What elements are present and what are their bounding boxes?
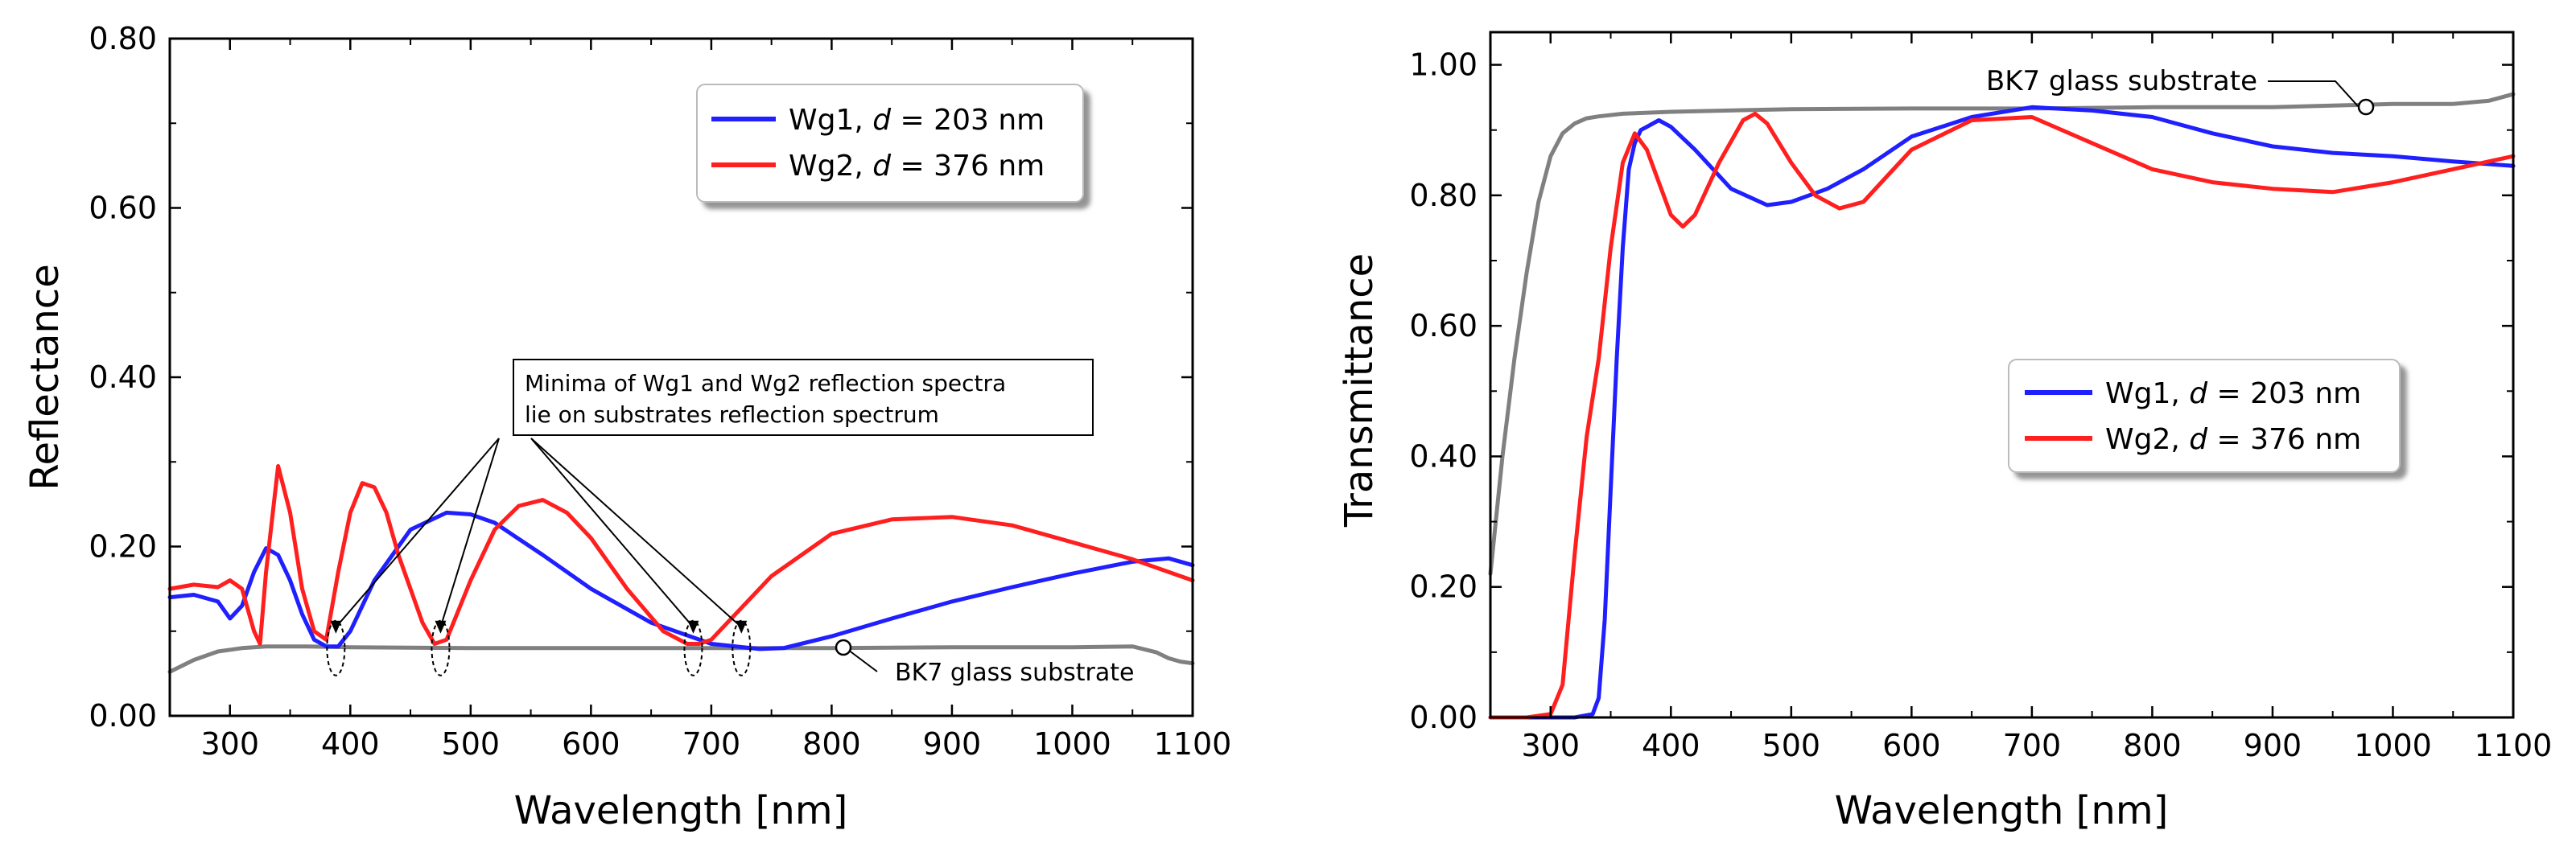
trans-y-tick-label: 0.40	[1409, 438, 1478, 474]
transmittance-chart: BK7 glass substrate Wg1, d = 203 nm Wg2,…	[1337, 31, 2552, 833]
trans-x-tick-label: 700	[2003, 728, 2062, 763]
annotation-line-2: lie on substrates reflection spectrum	[525, 401, 939, 428]
trans-x-tick-label: 1100	[2475, 728, 2553, 763]
trans-y-tick-label: 0.00	[1409, 700, 1478, 735]
annotation-arrow	[530, 438, 694, 628]
refl-x-tick-label: 700	[682, 726, 741, 762]
transmittance-axes: 300 400 500 600 700 800 900 1000 1100 0.00 0.20 0.4…	[1409, 32, 2552, 763]
minima-marker	[732, 619, 752, 676]
reflectance-chart: Minima of Wg1 and Wg2 reflection spectra…	[23, 21, 1231, 833]
annotation-arrow	[335, 438, 500, 628]
legend-label-wg1-right: Wg1, d = 203 nm	[2105, 377, 2361, 410]
trans-x-tick-label: 900	[2244, 728, 2302, 763]
trans-series-substrate	[1488, 92, 2516, 576]
refl-x-tick-label: 600	[562, 726, 620, 762]
annotation-arrowhead	[435, 620, 447, 634]
substrate-label-left: BK7 glass substrate	[895, 659, 1134, 687]
y-axis-title-transmittance: Transmittance	[1337, 253, 1382, 528]
legend-entries-left: Wg1, d = 203 nm Wg2, d = 376 nm	[711, 104, 1045, 183]
refl-x-tick-label: 1000	[1033, 726, 1111, 762]
refl-x-tick-label: 800	[802, 726, 861, 762]
legend-entries-right: Wg1, d = 203 nm Wg2, d = 376 nm	[2025, 377, 2361, 456]
minima-annotation: Minima of Wg1 and Wg2 reflection spectra…	[326, 359, 1094, 676]
trans-x-tick-label: 1000	[2354, 728, 2432, 763]
refl-x-tick-label: 1100	[1154, 726, 1232, 762]
annotation-arrowhead	[330, 620, 342, 634]
trans-x-tick-label: 300	[1521, 728, 1580, 763]
annotation-arrow	[530, 438, 742, 628]
minima-marker	[683, 619, 703, 676]
trans-x-tick-label: 500	[1762, 728, 1821, 763]
legend-label-wg2: Wg2, d = 376 nm	[789, 150, 1045, 183]
refl-series-wg2	[167, 464, 1195, 646]
reflectance-series-group	[167, 464, 1195, 674]
reflectance-axes: 300 400 500 600 700 800 900 1000 1100 0.00 0.20 0.4…	[89, 21, 1231, 762]
substrate-callout-right: BK7 glass substrate	[1986, 65, 2375, 116]
trans-y-tick-label: 1.00	[1409, 47, 1478, 83]
annotation-box	[513, 359, 1094, 436]
refl-x-tick-label: 400	[321, 726, 380, 762]
legend-box	[696, 84, 1084, 203]
refl-x-tick-label: 900	[923, 726, 982, 762]
annotation-line-1: Minima of Wg1 and Wg2 reflection spectra	[525, 370, 1006, 397]
refl-y-tick-label: 0.20	[89, 529, 157, 565]
minima-marker	[431, 619, 451, 676]
annotation-arrowhead	[687, 620, 699, 634]
legend-right	[2008, 359, 2401, 473]
refl-series-wg1	[167, 510, 1195, 651]
trans-series-wg2	[1488, 111, 2516, 720]
refl-x-tick-label: 500	[442, 726, 501, 762]
annotation-arrow	[439, 438, 500, 628]
legend-box-right	[2008, 359, 2401, 473]
refl-x-tick-label: 300	[200, 726, 259, 762]
trans-x-tick-label: 800	[2123, 728, 2182, 763]
trans-series-wg1	[1488, 105, 2516, 720]
y-axis-title-reflectance: Reflectance	[23, 264, 68, 490]
legend-label-wg1: Wg1, d = 203 nm	[789, 104, 1045, 137]
trans-y-tick-label: 0.80	[1409, 178, 1478, 213]
substrate-marker-circle-right	[2357, 98, 2375, 116]
substrate-marker-circle	[835, 639, 852, 656]
x-axis-title-left: Wavelength [nm]	[514, 788, 848, 833]
minima-markers	[326, 619, 752, 676]
legend-left	[696, 84, 1084, 203]
trans-x-tick-label: 600	[1882, 728, 1941, 763]
substrate-callout-left: BK7 glass substrate	[835, 639, 1134, 687]
refl-y-tick-label: 0.40	[89, 360, 157, 395]
refl-y-tick-label: 0.00	[89, 698, 157, 734]
plot-frame-right	[1489, 31, 2515, 719]
substrate-leader-line-right	[2268, 80, 2359, 107]
refl-y-tick-label: 0.60	[89, 191, 157, 226]
annotation-arrows	[330, 438, 748, 634]
annotation-arrowhead	[736, 620, 748, 634]
trans-x-tick-label: 400	[1642, 728, 1700, 763]
trans-y-tick-label: 0.60	[1409, 308, 1478, 343]
refl-y-tick-label: 0.80	[89, 21, 157, 56]
x-axis-title-right: Wavelength [nm]	[1835, 788, 2169, 833]
legend-label-wg2-right: Wg2, d = 376 nm	[2105, 423, 2361, 456]
refl-series-substrate	[167, 644, 1195, 674]
transmittance-series-group	[1488, 92, 2516, 720]
minima-marker	[326, 619, 346, 676]
substrate-label-right: BK7 glass substrate	[1986, 65, 2257, 97]
trans-y-tick-label: 0.20	[1409, 569, 1478, 605]
